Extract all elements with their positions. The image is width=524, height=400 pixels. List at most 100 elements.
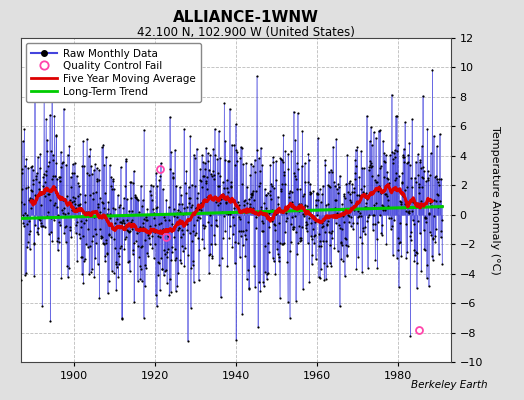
- Point: [113, 264, 122, 270]
- Point: [374, 188, 383, 194]
- Point: [213, 156, 222, 163]
- Point: [302, 227, 311, 234]
- Point: [355, 192, 363, 198]
- Point: [49, 152, 57, 158]
- Point: [226, 222, 234, 229]
- Point: [287, 220, 295, 227]
- Text: ALLIANCE-1WNW: ALLIANCE-1WNW: [173, 10, 319, 25]
- Point: [434, 179, 442, 185]
- Point: [413, 151, 422, 158]
- Point: [273, 246, 281, 252]
- Point: [296, 234, 304, 241]
- Point: [32, 192, 40, 199]
- Point: [88, 171, 96, 177]
- Point: [263, 270, 271, 277]
- Point: [224, 158, 233, 164]
- Point: [296, 238, 304, 244]
- Point: [401, 221, 410, 228]
- Point: [162, 248, 171, 255]
- Point: [182, 168, 191, 174]
- Point: [381, 207, 389, 213]
- Point: [404, 152, 412, 158]
- Point: [89, 233, 97, 240]
- Point: [422, 178, 430, 185]
- Point: [116, 202, 124, 209]
- Point: [219, 235, 227, 242]
- Point: [250, 263, 258, 269]
- Point: [347, 198, 355, 205]
- Point: [354, 253, 362, 260]
- Point: [27, 164, 35, 170]
- Point: [91, 161, 99, 168]
- Point: [283, 258, 292, 265]
- Point: [276, 295, 284, 301]
- Point: [187, 265, 195, 271]
- Point: [392, 113, 401, 119]
- Point: [112, 287, 121, 294]
- Point: [37, 189, 46, 196]
- Point: [83, 169, 91, 176]
- Point: [260, 200, 268, 206]
- Point: [140, 283, 149, 290]
- Point: [111, 245, 119, 252]
- Point: [256, 288, 265, 294]
- Point: [231, 162, 239, 168]
- Point: [217, 196, 225, 202]
- Point: [86, 192, 94, 198]
- Point: [198, 183, 206, 190]
- Point: [172, 182, 180, 189]
- Point: [99, 142, 107, 148]
- Point: [26, 195, 34, 201]
- Point: [63, 152, 72, 158]
- Point: [425, 210, 433, 216]
- Point: [89, 196, 97, 202]
- Point: [129, 247, 138, 253]
- Point: [326, 166, 335, 173]
- Point: [193, 194, 202, 201]
- Point: [120, 195, 128, 202]
- Point: [30, 272, 38, 279]
- Point: [265, 210, 273, 217]
- Point: [283, 298, 292, 305]
- Point: [395, 240, 403, 246]
- Point: [204, 219, 213, 226]
- Point: [132, 194, 140, 200]
- Point: [129, 168, 138, 174]
- Point: [185, 195, 194, 201]
- Point: [111, 206, 119, 212]
- Point: [435, 176, 443, 182]
- Point: [374, 219, 382, 225]
- Point: [178, 201, 187, 208]
- Point: [368, 173, 376, 179]
- Point: [400, 158, 409, 165]
- Point: [171, 246, 180, 252]
- Point: [70, 170, 78, 176]
- Point: [126, 268, 134, 275]
- Point: [86, 269, 95, 275]
- Point: [99, 200, 107, 206]
- Point: [133, 278, 141, 284]
- Point: [394, 142, 402, 148]
- Point: [229, 230, 237, 237]
- Point: [366, 162, 375, 168]
- Point: [167, 148, 175, 155]
- Point: [197, 207, 205, 213]
- Point: [304, 179, 312, 185]
- Point: [217, 254, 226, 261]
- Point: [387, 226, 395, 232]
- Point: [184, 251, 192, 258]
- Point: [421, 247, 429, 253]
- Point: [401, 119, 409, 126]
- Point: [392, 170, 400, 176]
- Point: [50, 216, 58, 223]
- Point: [367, 142, 376, 148]
- Point: [163, 254, 171, 260]
- Point: [416, 230, 424, 237]
- Point: [228, 197, 236, 204]
- Point: [352, 265, 361, 272]
- Point: [171, 147, 179, 153]
- Point: [272, 210, 280, 217]
- Point: [222, 210, 230, 216]
- Point: [351, 170, 359, 176]
- Point: [398, 178, 406, 185]
